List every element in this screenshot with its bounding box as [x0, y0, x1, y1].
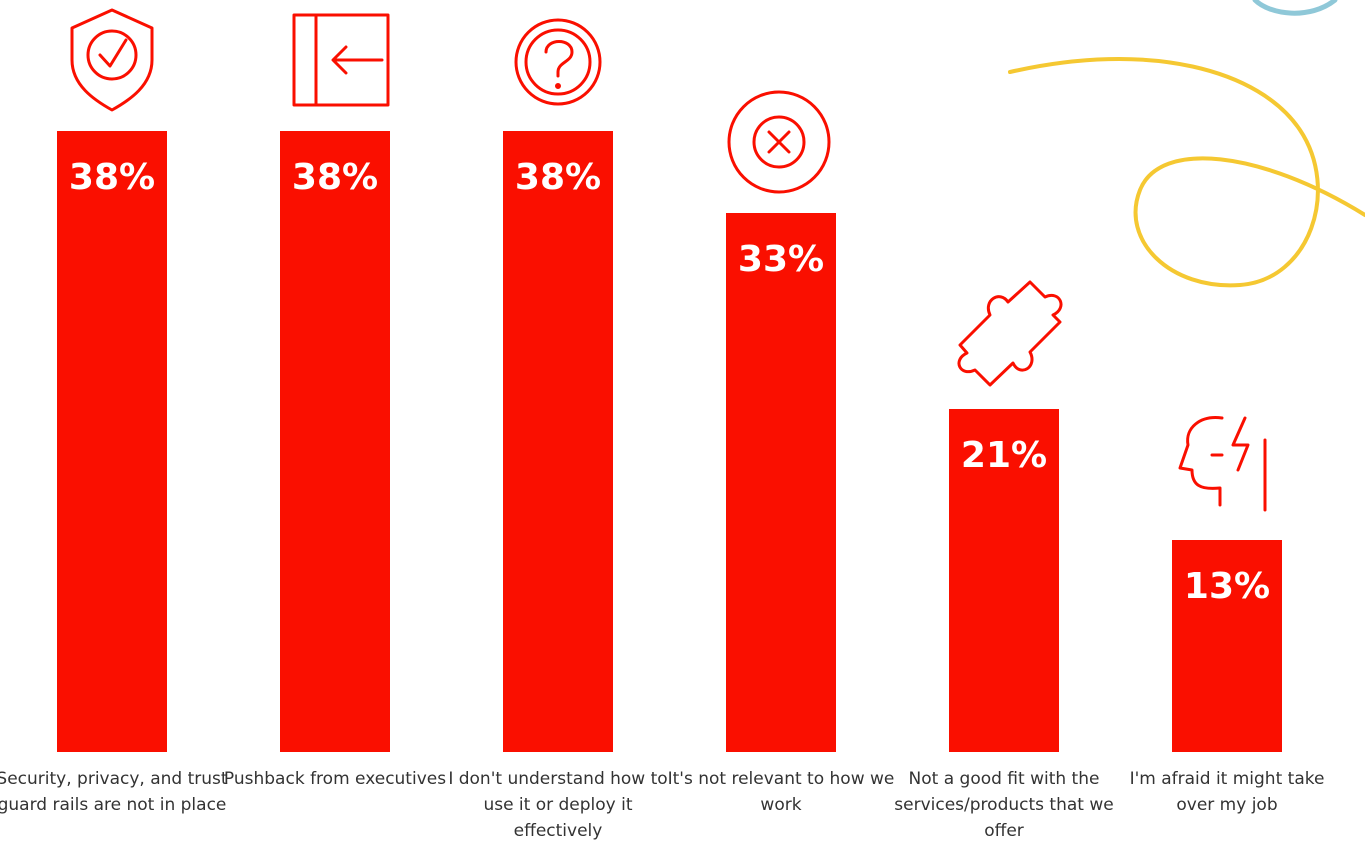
- bar: [280, 131, 390, 752]
- category-label: I don't understand how to use it or depl…: [448, 769, 668, 841]
- yellow-curve: [1008, 57, 1365, 288]
- icon-shield: [70, 8, 154, 112]
- bar: [726, 212, 836, 752]
- value-label: 38%: [291, 157, 379, 199]
- category-label: Not a good fit with the services/product…: [894, 769, 1114, 841]
- category-label: I'm afraid it might take over my job: [1129, 769, 1325, 815]
- blue-arc: [1252, 0, 1338, 16]
- value-label: 38%: [514, 157, 602, 199]
- bar: [57, 131, 167, 752]
- icon-puzzle: [957, 280, 1063, 387]
- bar: [1172, 539, 1282, 752]
- bar: [503, 131, 613, 752]
- icon-cancel: [727, 90, 831, 194]
- value-label: 13%: [1183, 565, 1271, 607]
- category-label: It's not relevant to how we work: [667, 769, 895, 815]
- icon-question: [514, 18, 602, 106]
- category-label: Pushback from executives: [223, 769, 447, 789]
- icon-head: [1178, 416, 1267, 512]
- icon-exit: [292, 13, 390, 107]
- value-label: 33%: [737, 238, 825, 280]
- bar: [949, 408, 1059, 752]
- category-label: Security, privacy, and trust guard rails…: [0, 769, 228, 815]
- value-label: 38%: [68, 157, 156, 199]
- value-label: 21%: [960, 434, 1048, 476]
